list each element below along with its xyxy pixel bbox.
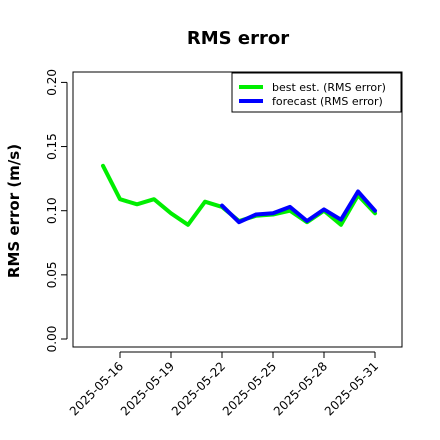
x-tick-label: 2025-05-19	[118, 359, 177, 418]
y-tick-label: 0.05	[45, 261, 59, 288]
x-tick-label: 2025-05-25	[220, 359, 279, 418]
plot-frame	[72, 71, 403, 348]
axes: 0.00 0.05 0.10 0.15 0.20 2025-05-162025-05-19…	[45, 69, 381, 418]
x-tick-label: 2025-05-16	[67, 359, 126, 418]
chart-title: RMS error	[187, 28, 289, 49]
legend-label-best-estimate: best est. (RMS error)	[272, 81, 386, 94]
y-tick-label: 0.20	[45, 69, 59, 96]
x-tick-label: 2025-05-28	[271, 359, 330, 418]
series-line-forecast	[220, 189, 377, 225]
x-tick-label: 2025-05-31	[322, 359, 381, 418]
legend-label-forecast: forecast (RMS error)	[272, 95, 383, 108]
legend-box	[231, 72, 402, 113]
y-axis-label: RMS error (m/s)	[5, 144, 23, 278]
y-tick-label: 0.10	[45, 197, 59, 224]
y-tick-label: 0.15	[45, 133, 59, 160]
y-tick-label: 0.00	[45, 326, 59, 353]
series-layer	[101, 163, 377, 227]
legend: best est. (RMS error) forecast (RMS erro…	[231, 72, 402, 113]
x-tick-label: 2025-05-22	[169, 359, 228, 418]
